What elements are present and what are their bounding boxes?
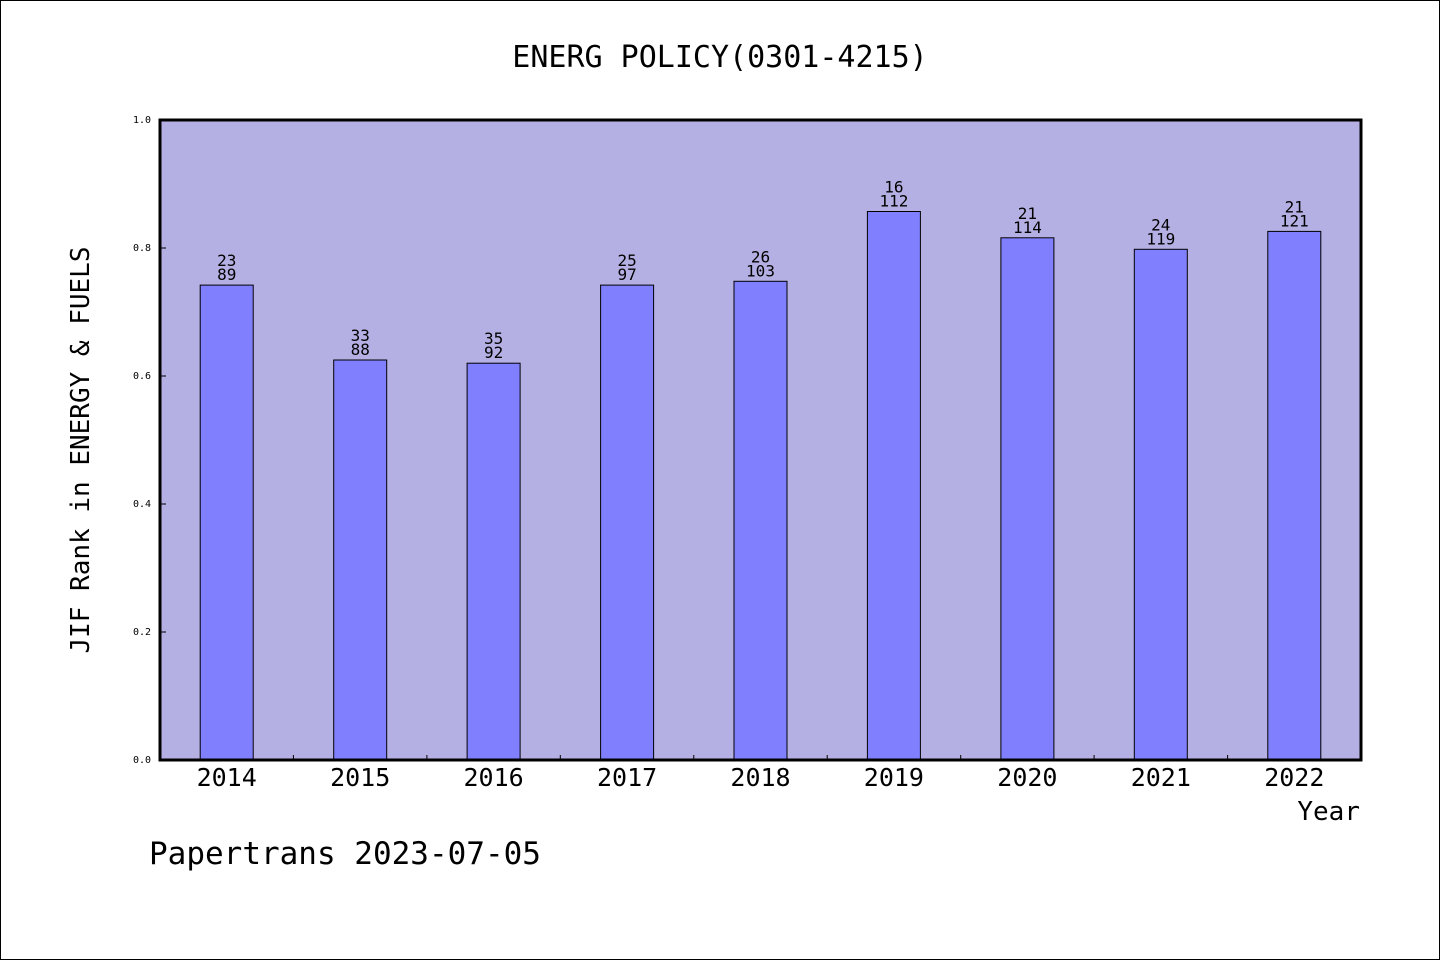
y-tick-label: 1.0 <box>133 115 151 126</box>
bar-rank-label: 35 <box>484 329 503 348</box>
bar-2016 <box>466 362 521 761</box>
bars-group <box>199 211 1322 761</box>
x-tick-label: 2019 <box>864 763 924 792</box>
y-tick-label: 0.2 <box>133 627 151 638</box>
y-tick-label: 0.6 <box>133 371 151 382</box>
chart-title: ENERG POLICY(0301-4215) <box>512 40 927 75</box>
x-axis: 2014 2015 2016 2017 2018 2019 2020 2021 2022 <box>197 755 1324 792</box>
x-tick-label: 2017 <box>597 763 657 792</box>
y-axis: 0.0 0.2 0.4 0.6 0.8 1.0 <box>133 115 166 766</box>
bar-2022 <box>1267 230 1322 761</box>
y-axis-label: JIF Rank in ENERGY & FUELS <box>66 247 96 654</box>
bar-rank-label: 23 <box>217 251 236 270</box>
x-tick-label: 2022 <box>1264 763 1324 792</box>
bar-total-label: 119 <box>1146 229 1175 248</box>
bar-rank-label: 16 <box>884 178 903 197</box>
x-tick-label: 2015 <box>330 763 390 792</box>
bar-2018 <box>733 280 788 761</box>
y-tick-label: 0.8 <box>133 243 151 254</box>
bar-total-label: 121 <box>1280 211 1309 230</box>
x-axis-label: Year <box>1297 797 1360 827</box>
y-tick-label: 0.4 <box>133 499 151 510</box>
x-tick-label: 2020 <box>997 763 1057 792</box>
bar-total-label: 89 <box>217 265 236 284</box>
bar-2014 <box>199 284 254 761</box>
bar-2017 <box>600 284 655 761</box>
bar-rank-label: 25 <box>617 251 636 270</box>
bar-rank-label: 26 <box>751 247 770 266</box>
y-tick-label: 0.0 <box>133 755 151 766</box>
bar-rank-label: 21 <box>1285 197 1304 216</box>
plot-border <box>158 118 1363 762</box>
bar-2019 <box>866 211 921 761</box>
bar-total-label: 114 <box>1013 218 1042 237</box>
bar-rank-label: 24 <box>1151 215 1170 234</box>
bar-total-label: 112 <box>879 192 908 211</box>
bar-total-label: 92 <box>484 343 503 362</box>
x-tick-label: 2014 <box>197 763 257 792</box>
bar-2021 <box>1133 248 1188 761</box>
credit-text: Papertrans 2023-07-05 <box>149 836 541 872</box>
x-tick-label: 2016 <box>463 763 523 792</box>
x-tick-label: 2021 <box>1131 763 1191 792</box>
bar-total-label: 97 <box>617 265 636 284</box>
bar-rank-label: 33 <box>351 326 370 345</box>
bar-total-label: 88 <box>351 340 370 359</box>
bar-total-label: 103 <box>746 261 775 280</box>
bar-rank-label: 21 <box>1018 204 1037 223</box>
bar-2020 <box>1000 237 1055 761</box>
bar-2015 <box>333 359 388 761</box>
x-tick-label: 2018 <box>730 763 790 792</box>
